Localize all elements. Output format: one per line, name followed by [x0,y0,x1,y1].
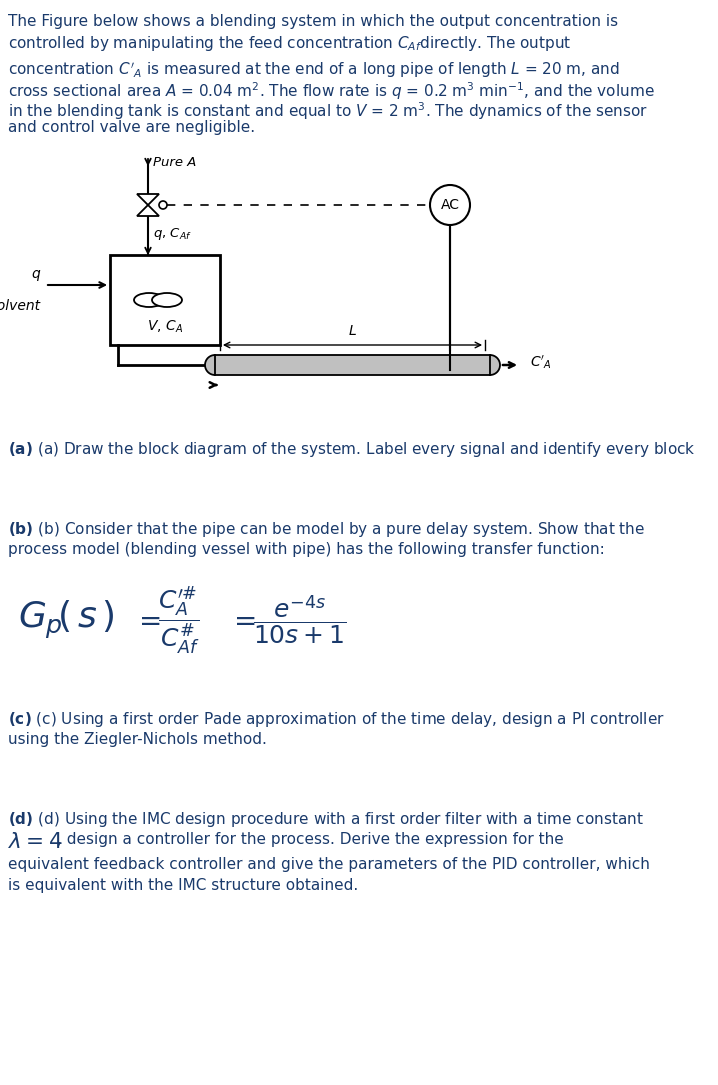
Text: using the Ziegler-Nichols method.: using the Ziegler-Nichols method. [8,732,267,746]
Text: $\mathbf{(c)}$ (c) Using a first order Pade approximation of the time delay, des: $\mathbf{(c)}$ (c) Using a first order P… [8,710,665,729]
Ellipse shape [152,293,182,307]
Text: $\dfrac{e^{-4s}}{10s+1}$: $\dfrac{e^{-4s}}{10s+1}$ [253,593,346,647]
Text: concentration $\mathit{C}'_A$ is measured at the end of a long pipe of length $\: concentration $\mathit{C}'_A$ is measure… [8,60,620,79]
Ellipse shape [134,293,164,307]
Text: $=$: $=$ [133,607,161,634]
Text: process model (blending vessel with pipe) has the following transfer function:: process model (blending vessel with pipe… [8,542,605,557]
Text: $\mathit{q}$, $\mathit{C}_{Af}$: $\mathit{q}$, $\mathit{C}_{Af}$ [153,226,192,242]
Text: AC: AC [441,197,460,212]
Bar [215,355,490,375]
Text: $\mathbf{(d)}$ (d) Using the IMC design procedure with a first order filter with: $\mathbf{(d)}$ (d) Using the IMC design … [8,810,644,829]
Text: in the blending tank is constant and equal to $\mathit{V}$ = 2 m$^3$. The dynami: in the blending tank is constant and equ… [8,100,648,122]
Circle shape [430,186,470,225]
Text: equivalent feedback controller and give the parameters of the PID controller, wh: equivalent feedback controller and give … [8,857,650,872]
Wedge shape [490,355,500,375]
Text: controlled by manipulating the feed concentration $\mathit{C}_{Af}$directly. The: controlled by manipulating the feed conc… [8,34,572,53]
Polygon shape [137,194,159,205]
Text: $\lambda = 4$: $\lambda = 4$ [8,832,62,852]
Text: $\mathit{C}'_A$: $\mathit{C}'_A$ [530,353,552,371]
Text: $\mathbf{(b)}$ (b) Consider that the pipe can be model by a pure delay system. S: $\mathbf{(b)}$ (b) Consider that the pip… [8,520,645,539]
Text: Pure A: Pure A [153,155,197,168]
Polygon shape [137,205,159,216]
Text: cross sectional area $\mathit{A}$ = 0.04 m$^2$. The flow rate is $\mathit{q}$ = : cross sectional area $\mathit{A}$ = 0.04… [8,80,655,102]
Text: $\mathit{q}$: $\mathit{q}$ [31,268,41,283]
Text: $G_p\!\left(\,s\,\right)$: $G_p\!\left(\,s\,\right)$ [18,599,115,641]
Text: $\dfrac{C_A^{\prime\#}}{C_{Af}^{\#}}$: $\dfrac{C_A^{\prime\#}}{C_{Af}^{\#}}$ [158,585,200,655]
Text: $=$: $=$ [228,607,256,634]
Text: $\mathit{V}$, $\mathit{C}_A$: $\mathit{V}$, $\mathit{C}_A$ [147,319,183,335]
Text: is equivalent with the IMC structure obtained.: is equivalent with the IMC structure obt… [8,878,358,893]
Text: Solvent: Solvent [0,299,41,312]
Circle shape [159,201,167,209]
Text: $\mathit{L}$: $\mathit{L}$ [348,324,357,339]
Text: The Figure below shows a blending system in which the output concentration is: The Figure below shows a blending system… [8,14,618,29]
Bar [110,255,220,345]
Wedge shape [205,355,215,375]
Text: , design a controller for the process. Derive the expression for the: , design a controller for the process. D… [57,832,564,847]
Text: $\mathbf{(a)}$ (a) Draw the block diagram of the system. Label every signal and : $\mathbf{(a)}$ (a) Draw the block diagra… [8,441,696,459]
Text: and control valve are negligible.: and control valve are negligible. [8,120,255,135]
